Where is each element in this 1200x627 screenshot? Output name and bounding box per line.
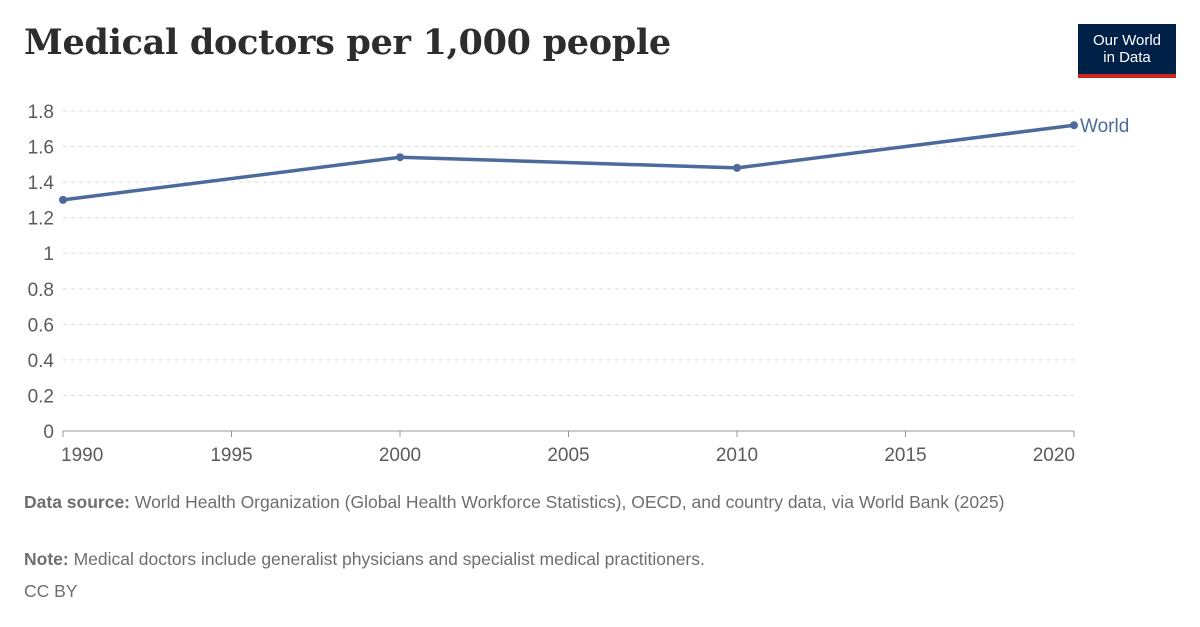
line-chart: 0 0.2 0.4 0.6 0.8 1 1.2 1.4 1.6 1.8 1990 1995 2000 2…: [28, 102, 1130, 466]
data-source-text: World Health Organization (Global Health…: [130, 492, 1005, 512]
y-axis-tick-labels: 0 0.2 0.4 0.6 0.8 1 1.2 1.4 1.6 1.8: [28, 102, 55, 443]
y-tick-label: 0.8: [28, 280, 54, 301]
logo-line-1: Our World: [1092, 32, 1162, 49]
y-tick-label: 0.6: [28, 315, 54, 336]
x-tick-label: 1995: [210, 445, 252, 466]
x-axis: 1990 1995 2000 2005 2010 2015 2020: [61, 430, 1075, 466]
owid-logo[interactable]: Our World in Data: [1078, 24, 1176, 78]
data-point: [59, 195, 67, 204]
y-tick-label: 1.4: [28, 173, 55, 194]
data-source-label: Data source:: [24, 492, 131, 512]
data-point: [396, 153, 404, 162]
series-lines: World: [59, 116, 1129, 204]
x-tick-label: 1990: [61, 445, 103, 466]
chart-title: Medical doctors per 1,000 people: [24, 22, 671, 63]
series-label: World: [1080, 116, 1129, 137]
y-tick-label: 0.2: [28, 386, 54, 407]
y-tick-label: 0: [43, 422, 54, 443]
x-tick-label: 2005: [547, 445, 589, 466]
note-label: Note:: [24, 549, 69, 569]
x-tick-label: 2015: [884, 445, 926, 466]
y-tick-label: 1.2: [28, 209, 54, 230]
y-tick-label: 0.4: [28, 351, 55, 372]
data-source: Data source: World Health Organization (…: [24, 490, 1134, 514]
y-tick-label: 1.6: [28, 138, 54, 159]
data-point: [733, 163, 741, 172]
gridlines: [63, 110, 1074, 396]
license[interactable]: CC BY: [24, 581, 78, 601]
series-line-world: [61, 123, 1076, 202]
chart-note: Note: Medical doctors include generalist…: [24, 547, 1134, 571]
x-tick-label: 2020: [1033, 445, 1075, 466]
note-text: Medical doctors include generalist physi…: [68, 549, 705, 569]
x-tick-label: 2000: [379, 445, 421, 466]
y-tick-label: 1.8: [28, 102, 54, 123]
x-tick-label: 2010: [716, 445, 758, 466]
y-tick-label: 1: [43, 244, 54, 265]
logo-line-2: in Data: [1103, 49, 1151, 66]
data-point: [1070, 121, 1078, 130]
